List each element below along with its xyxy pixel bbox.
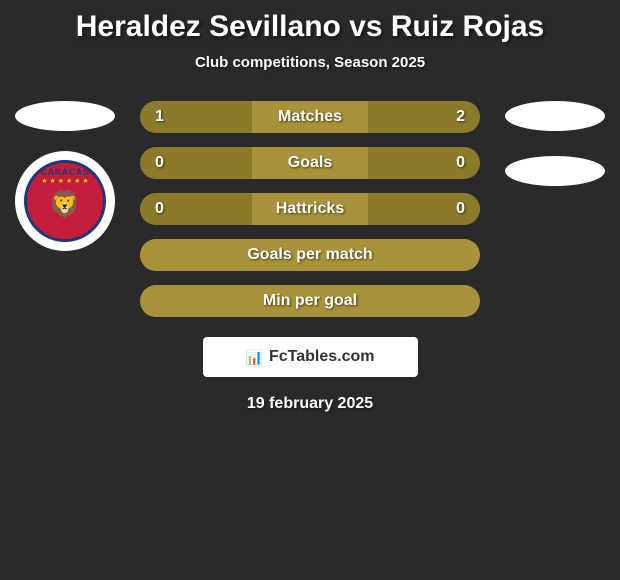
player-right-ellipse-2 (505, 156, 605, 186)
badge-inner: CARACAS ★ ★ ★ ★ ★ ★ 🦁 (24, 160, 106, 242)
badge-emblem: 🦁 (49, 189, 81, 220)
date-label: 19 february 2025 (247, 395, 373, 413)
stat-label: Matches (278, 108, 342, 126)
main-content: CARACAS ★ ★ ★ ★ ★ ★ 🦁 1 Matches 2 0 Goal… (0, 101, 620, 317)
stat-right-value: 2 (456, 108, 465, 126)
stats-column: 1 Matches 2 0 Goals 0 0 Hattricks 0 Goal… (140, 101, 480, 317)
club-badge-left: CARACAS ★ ★ ★ ★ ★ ★ 🦁 (15, 151, 115, 251)
stat-left-value: 0 (155, 200, 164, 218)
page-title: Heraldez Sevillano vs Ruiz Rojas (76, 10, 545, 44)
stat-right-value: 0 (456, 154, 465, 172)
stat-label: Goals (288, 154, 332, 172)
chart-icon: 📊 (246, 349, 263, 366)
footer-site: FcTables.com (269, 348, 375, 366)
stat-label: Min per goal (263, 292, 357, 310)
stat-bar-min-per-goal: Min per goal (140, 285, 480, 317)
stat-left-value: 1 (155, 108, 164, 126)
page-subtitle: Club competitions, Season 2025 (195, 54, 425, 71)
stat-bar-matches: 1 Matches 2 (140, 101, 480, 133)
right-column (500, 101, 610, 186)
stat-label: Hattricks (276, 200, 344, 218)
badge-text: CARACAS (41, 167, 90, 177)
stat-bar-goals-per-match: Goals per match (140, 239, 480, 271)
left-column: CARACAS ★ ★ ★ ★ ★ ★ 🦁 (10, 101, 120, 251)
stat-label: Goals per match (247, 246, 372, 264)
stat-bar-goals: 0 Goals 0 (140, 147, 480, 179)
stat-left-value: 0 (155, 154, 164, 172)
badge-stars: ★ ★ ★ ★ ★ ★ (41, 177, 88, 185)
player-left-ellipse (15, 101, 115, 131)
stat-bar-hattricks: 0 Hattricks 0 (140, 193, 480, 225)
footer-logo[interactable]: 📊 FcTables.com (203, 337, 418, 377)
stat-right-value: 0 (456, 200, 465, 218)
player-right-ellipse-1 (505, 101, 605, 131)
